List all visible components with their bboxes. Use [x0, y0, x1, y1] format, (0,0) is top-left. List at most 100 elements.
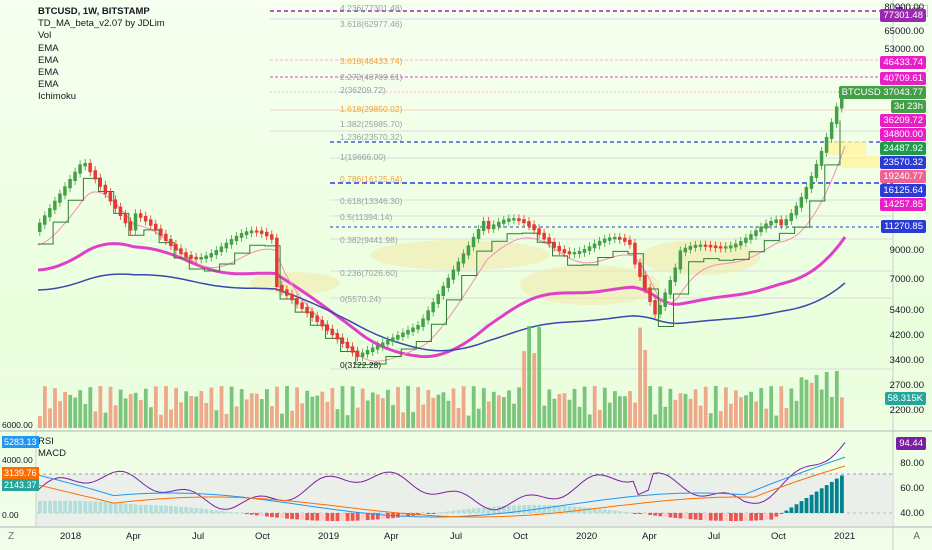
price-tag-16125[interactable]: 16125.64 [880, 184, 926, 197]
price-tag-34800[interactable]: 34800.00 [880, 128, 926, 141]
legend-item-macd[interactable]: MACD [38, 448, 66, 459]
volume-bar [386, 389, 390, 428]
candle-body [774, 219, 778, 224]
fib-label[interactable]: 0.618(13346.30) [340, 196, 403, 206]
candle-body [759, 226, 763, 233]
volume-bar [809, 382, 814, 428]
candle-body [466, 245, 471, 256]
price-tag-11270[interactable]: 11270.85 [881, 220, 926, 233]
legend-item-ema-4[interactable]: EMA [38, 79, 59, 91]
candle-body [623, 237, 627, 242]
rsi-value-tag[interactable]: 94.44 [896, 437, 926, 450]
price-tag-40709[interactable]: 40709.61 [880, 72, 926, 85]
price-axis-label: 2200.00 [889, 405, 924, 416]
fib-label[interactable]: 3.618(62977.46) [340, 19, 403, 29]
price-tag-23570[interactable]: 23570.32 [880, 156, 926, 169]
fib-label[interactable]: 3.618(46433.74) [340, 56, 403, 66]
volume-bar [249, 393, 254, 428]
volume-bar [63, 392, 67, 428]
macd-histogram-bar [416, 513, 421, 516]
candle-body [708, 244, 713, 248]
candle-body [219, 246, 224, 252]
time-axis-label: Oct [771, 531, 786, 542]
fib-label[interactable]: 2.272(40709.61) [340, 72, 403, 82]
fib-label[interactable]: 0.786(16125.64) [340, 174, 403, 184]
volume-bar [607, 402, 612, 428]
candle-body [754, 230, 758, 237]
candle-body [249, 230, 254, 234]
ichimoku-cloud [250, 272, 340, 294]
volume-bar [128, 394, 133, 428]
volume-bar [486, 401, 491, 428]
legend-item-ema-2[interactable]: EMA [38, 54, 59, 66]
candle-body [673, 267, 677, 282]
candle-body [814, 163, 819, 178]
volume-bar [734, 390, 738, 428]
price-tag-36209[interactable]: 36209.72 [880, 114, 926, 127]
macd-histogram-bar [628, 512, 632, 514]
signal-value-tag[interactable]: 3139.76 [2, 467, 39, 479]
fib-label[interactable]: 0.236(7026.60) [340, 268, 398, 278]
volume-bar [431, 397, 436, 428]
legend-item-ema-1[interactable]: EMA [38, 42, 59, 54]
volume-bar [239, 389, 244, 428]
candle-body [577, 250, 582, 255]
fib-label[interactable]: 0.382(9441.98) [340, 235, 398, 245]
fib-label[interactable]: 1.236(23570.32) [340, 132, 403, 142]
volume-bar [345, 415, 350, 428]
candle-body [532, 224, 536, 231]
candle-body [562, 249, 567, 254]
candle-body [254, 230, 259, 233]
candle-body [78, 164, 82, 174]
fib-label[interactable]: 1.618(29850.02) [340, 104, 403, 114]
fib-label[interactable]: 0(3122.28) [340, 360, 382, 370]
candle-body [375, 345, 380, 350]
macd-histogram-bar [249, 513, 254, 515]
macd-histogram-bar [703, 513, 708, 521]
volume-bar [507, 390, 511, 428]
fib-label[interactable]: 0.5(11394.14) [340, 212, 393, 222]
volume-tag[interactable]: 58.315K [884, 392, 926, 405]
histogram-value-tag[interactable]: 2143.37 [2, 479, 39, 491]
candle-body [698, 244, 703, 247]
symbol-title[interactable]: BTCUSD, 1W, BITSTAMP [38, 6, 150, 17]
fib-label[interactable]: 1(19666.00) [340, 152, 386, 162]
price-tag-fib-4236[interactable]: 77301.48 [880, 9, 926, 22]
candle-body [829, 122, 834, 139]
legend-item-ichimoku[interactable]: Ichimoku [38, 91, 77, 103]
price-tag-19240[interactable]: 19240.77 [880, 170, 926, 183]
timezone-button[interactable]: Z [8, 531, 15, 542]
volume-bar [229, 386, 234, 428]
fib-label[interactable]: 2(36209.72) [340, 85, 386, 95]
volume-bar [577, 406, 582, 428]
candle-body [638, 262, 642, 277]
macd-histogram-bar [456, 510, 461, 513]
price-tag-current[interactable]: BTCUSD 37043.77 [838, 86, 926, 99]
candle-body [416, 325, 420, 330]
price-tag-14257[interactable]: 14257.85 [880, 198, 926, 211]
volume-bar [451, 388, 456, 428]
macd-histogram-bar [683, 513, 688, 519]
legend-item-rsi[interactable]: RSI [38, 436, 54, 447]
macd-value-tag[interactable]: 5283.13 [2, 436, 39, 448]
price-tag-24487[interactable]: 24487.92 [880, 142, 926, 155]
ema-blue-line [37, 273, 846, 352]
auto-scale-button[interactable]: A [913, 531, 920, 542]
indicator-legend: RSI MACD [38, 436, 66, 460]
fib-label[interactable]: 0(5570.24) [340, 294, 382, 304]
macd-histogram-bar [214, 510, 219, 513]
fib-label[interactable]: 1.382(25985.70) [340, 119, 403, 129]
macd-histogram-bar [784, 510, 789, 513]
legend-item-td-ma[interactable]: TD_MA_beta_v2.07 by JDLim [38, 18, 165, 30]
legend-item-ema-3[interactable]: EMA [38, 67, 59, 79]
volume-bar [461, 386, 466, 428]
fib-label[interactable]: 4.236(77301.48) [340, 3, 403, 13]
macd-histogram-bar [325, 513, 330, 521]
price-tag-46433[interactable]: 46433.74 [880, 56, 926, 69]
macd-histogram-bar [169, 506, 173, 513]
volume-bar [522, 351, 526, 428]
candle-body [259, 230, 264, 234]
legend-item-vol[interactable]: Vol [38, 30, 52, 42]
volume-bar [209, 387, 214, 428]
